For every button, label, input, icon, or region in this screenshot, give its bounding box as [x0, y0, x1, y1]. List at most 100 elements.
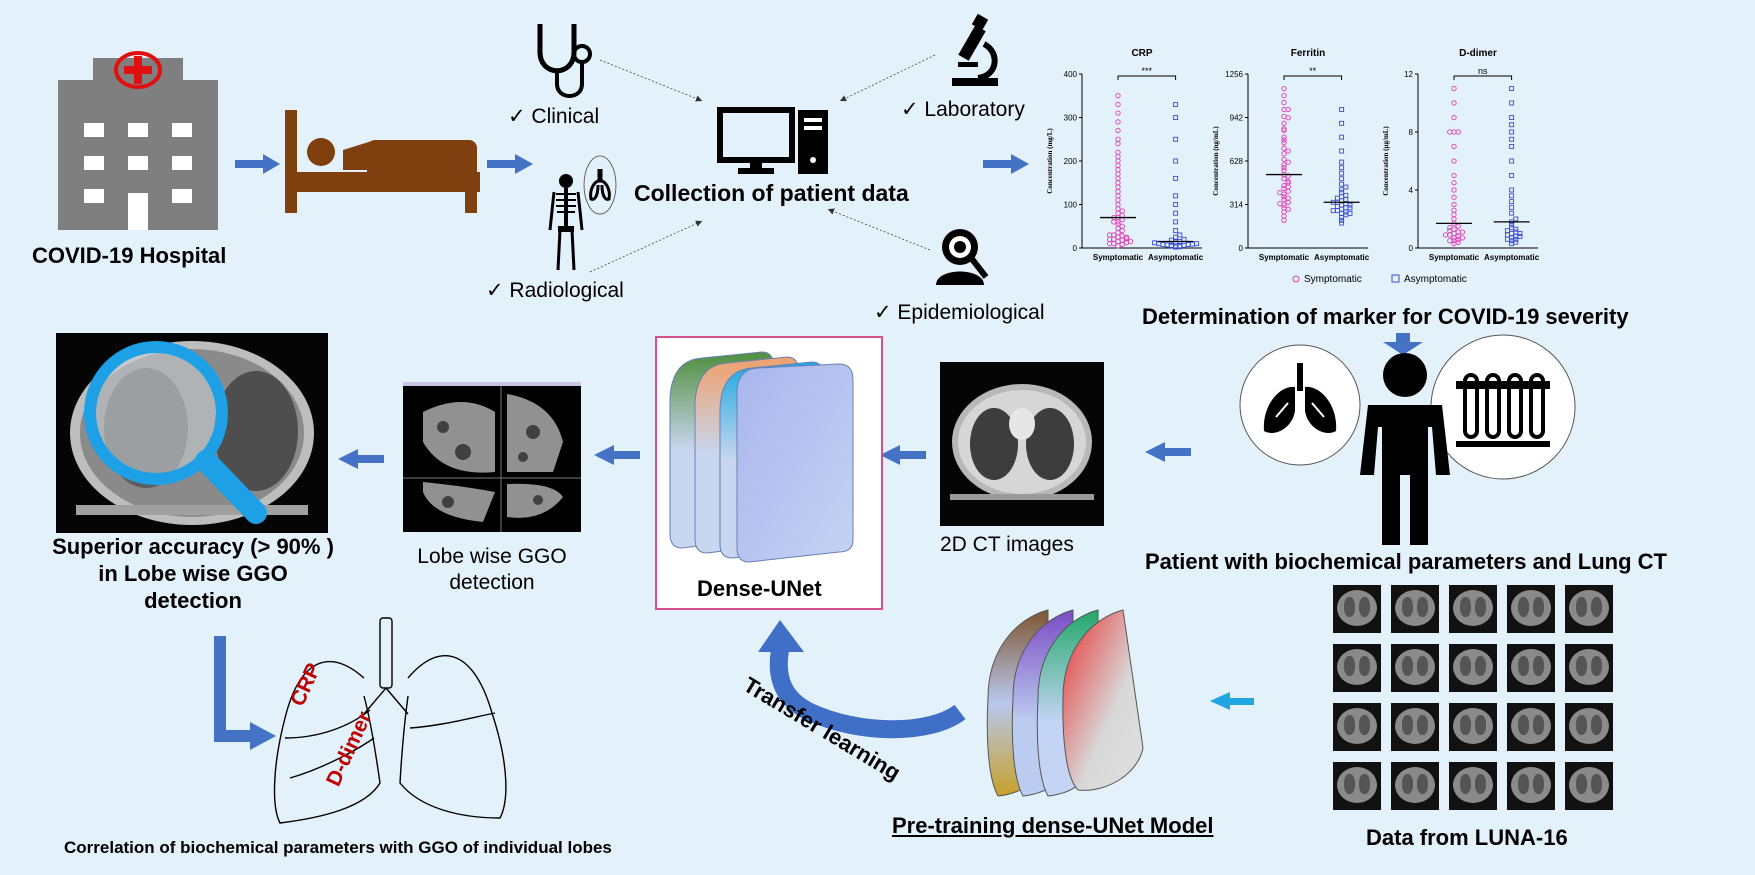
asymptomatic-point: [1504, 232, 1510, 238]
asymptomatic-point: [1347, 205, 1353, 211]
asymptomatic-point: [1173, 210, 1179, 216]
significance-bracket: [1453, 75, 1513, 80]
connector-clinical: [599, 59, 703, 102]
asymptomatic-point: [1339, 202, 1345, 208]
symptomatic-point: [1115, 193, 1121, 199]
symptomatic-point: [1115, 119, 1121, 125]
symptomatic-point: [1455, 129, 1461, 135]
asymptomatic-point: [1504, 228, 1510, 234]
y-tick-label: 628: [1230, 157, 1244, 166]
symptomatic-point: [1447, 225, 1453, 231]
symptomatic-point: [1281, 134, 1287, 140]
symptomatic-point: [1451, 194, 1457, 200]
significance-bracket: [1283, 75, 1343, 80]
luna-ct-thumbnail: [1449, 644, 1497, 692]
symptomatic-point: [1281, 202, 1287, 208]
person-icon: [1360, 353, 1450, 545]
asymptomatic-point: [1343, 212, 1349, 218]
luna-ct-thumbnail: [1333, 644, 1381, 692]
y-tick-label: 400: [1064, 70, 1078, 79]
asymptomatic-point: [1509, 115, 1515, 120]
asymptomatic-point: [1339, 206, 1345, 212]
luna-ct-thumbnail: [1507, 762, 1555, 810]
symptomatic-point: [1119, 241, 1125, 248]
connector-laboratory: [839, 54, 936, 102]
arrow-lobe-to-accuracy: [338, 449, 384, 469]
luna-ct-thumbnail: [1449, 703, 1497, 751]
asymptomatic-point: [1334, 195, 1340, 201]
symptomatic-point: [1119, 223, 1125, 229]
asymptomatic-point: [1513, 226, 1519, 232]
asymptomatic-point: [1173, 244, 1179, 250]
symptomatic-point: [1106, 236, 1113, 242]
symptomatic-point: [1281, 99, 1287, 106]
symptomatic-point: [1451, 230, 1457, 237]
accuracy-line3: detection: [144, 588, 242, 613]
asymptomatic-point: [1164, 242, 1170, 248]
accuracy-line1: Superior accuracy (> 90% ): [52, 534, 334, 559]
y-tick-label: 0: [1409, 244, 1414, 253]
y-tick-label: 1256: [1225, 70, 1243, 79]
asymptomatic-point: [1173, 243, 1179, 249]
asymptomatic-point: [1347, 202, 1353, 208]
symptomatic-point: [1447, 232, 1453, 238]
symptomatic-point: [1451, 180, 1457, 186]
symptomatic-point: [1285, 195, 1291, 201]
symptomatic-point: [1115, 197, 1121, 203]
pretrain-layers: [986, 609, 1144, 797]
asymptomatic-point: [1509, 222, 1515, 228]
symptomatic-point: [1451, 143, 1457, 150]
asymptomatic-point: [1339, 176, 1345, 182]
symptomatic-point: [1451, 85, 1457, 92]
asymptomatic-point: [1509, 210, 1515, 216]
symptomatic-point: [1447, 238, 1453, 244]
chart-title: D-dimer: [1459, 48, 1497, 59]
symptomatic-point: [1455, 233, 1461, 240]
asymptomatic-point: [1334, 203, 1340, 209]
y-axis-label: Concentration (ng/mL): [1212, 126, 1220, 196]
collection-title: Collection of patient data: [634, 180, 909, 206]
unet-layers: [669, 351, 854, 563]
y-tick-label: 8: [1409, 128, 1414, 137]
symptomatic-point: [1119, 233, 1125, 239]
x-category-label: Asymptomatic: [1484, 253, 1540, 262]
x-category-label: Symptomatic: [1093, 253, 1144, 262]
y-tick-label: 942: [1230, 114, 1244, 123]
asymptomatic-point: [1173, 234, 1179, 240]
radiological-label: ✓ Radiological: [486, 279, 624, 302]
asymptomatic-point: [1189, 241, 1195, 247]
asymptomatic-point: [1177, 232, 1183, 238]
chart-title: Ferritin: [1291, 48, 1325, 59]
lungs-icon: [1263, 363, 1337, 433]
symptomatic-point: [1281, 167, 1287, 174]
luna-ct-thumbnail: [1565, 585, 1613, 633]
asymptomatic-point: [1173, 228, 1179, 234]
lobe-label-line1: Lobe wise GGO: [417, 545, 567, 568]
symptomatic-point: [1119, 208, 1125, 214]
symptomatic-point: [1115, 238, 1121, 245]
symptomatic-point: [1115, 101, 1121, 108]
asymptomatic-point: [1513, 216, 1519, 222]
asymptomatic-point: [1339, 159, 1345, 165]
y-axis-label: Concentration (mg/L): [1046, 128, 1054, 194]
symptomatic-point: [1285, 115, 1291, 121]
asymptomatic-point: [1509, 136, 1515, 142]
asymptomatic-point: [1347, 210, 1353, 216]
symptomatic-point: [1115, 167, 1121, 173]
arrow-bed-to-collection: [487, 154, 533, 174]
symptomatic-point: [1281, 151, 1287, 157]
lungs-xray-icon: [583, 155, 617, 215]
symptomatic-point: [1451, 114, 1457, 121]
symptomatic-point: [1115, 184, 1121, 190]
symptomatic-point: [1115, 154, 1121, 160]
luna-ct-thumbnail: [1507, 585, 1555, 633]
symptomatic-point: [1115, 201, 1121, 208]
x-category-label: Asymptomatic: [1148, 253, 1204, 262]
accuracy-label: Superior accuracy (> 90% ) in Lobe wise …: [28, 533, 358, 614]
symptomatic-point: [1115, 234, 1121, 240]
significance-label: **: [1309, 66, 1317, 76]
transfer-learning-arrow: [758, 620, 966, 739]
y-tick-label: 314: [1230, 201, 1244, 210]
asymptomatic-point: [1152, 240, 1158, 246]
symptomatic-point: [1281, 140, 1287, 146]
